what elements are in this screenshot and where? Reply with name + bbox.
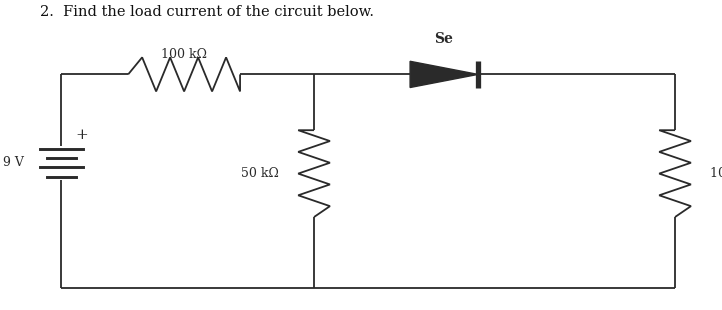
Text: 100 kΩ: 100 kΩ	[161, 48, 207, 61]
Polygon shape	[410, 61, 478, 87]
Text: Se: Se	[435, 32, 453, 46]
Text: 2.  Find the load current of the circuit below.: 2. Find the load current of the circuit …	[40, 5, 374, 19]
Text: 50 kΩ: 50 kΩ	[241, 167, 279, 180]
Text: 9 V: 9 V	[3, 156, 24, 169]
Text: 10 kΩ: 10 kΩ	[710, 167, 722, 180]
Text: +: +	[75, 128, 88, 142]
